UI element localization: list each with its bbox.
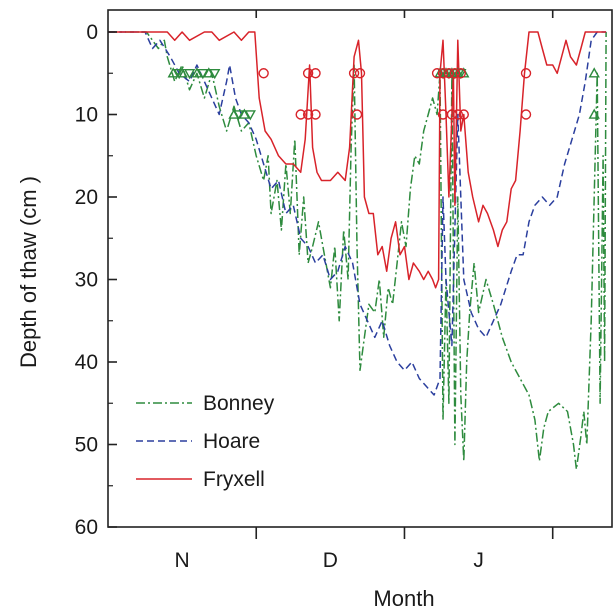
fryxell-circle-marker: [520, 68, 532, 79]
bonney-triangle-down-marker: [455, 68, 467, 80]
bonney-triangle-down-marker: [183, 68, 196, 80]
bonney-triangle-down-marker: [232, 110, 245, 121]
fryxell-circle-marker: [310, 68, 321, 79]
y-tick-label: 60: [75, 516, 98, 539]
fryxell-circle-marker: [437, 68, 449, 79]
bonney-triangle-down-marker: [209, 68, 221, 80]
series-line-hoare: [108, 31, 607, 396]
bonney-triangle-down-marker: [197, 68, 209, 80]
legend-label-fryxell: Fryxell: [203, 468, 265, 491]
y-tick-label: 20: [75, 186, 98, 209]
bonney-triangle-up-marker: [167, 67, 179, 78]
y-tick-label: 0: [86, 21, 98, 44]
y-axis-label: Depth of thaw (cm ): [16, 176, 41, 368]
plot-frame: [107, 9, 613, 528]
fryxell-circle-marker: [295, 109, 306, 120]
fryxell-circle-marker: [351, 109, 363, 120]
series-line-bonney: [108, 31, 607, 471]
fryxell-circle-marker: [302, 68, 314, 79]
x-tick-label-D: D: [323, 549, 338, 572]
y-tick-label: 30: [75, 269, 98, 292]
x-tick-label-J: J: [473, 549, 484, 572]
fryxell-circle-marker: [310, 109, 321, 120]
bonney-triangle-up-marker: [238, 108, 251, 119]
y-axis: 0 10 20 30 40 50 60: [75, 21, 117, 539]
y-tick-label: 40: [75, 351, 98, 374]
legend: Bonney Hoare Fryxell: [136, 392, 275, 491]
series-lines: [108, 31, 607, 471]
fryxell-circle-marker: [455, 68, 466, 79]
fryxell-circle-marker: [449, 68, 461, 79]
x-tick-label-N: N: [175, 549, 190, 572]
fryxell-circle-marker: [302, 109, 314, 120]
series-line-fryxell: [108, 31, 607, 289]
x-axis-label: Month: [373, 586, 434, 610]
bonney-triangle-down-marker: [173, 68, 185, 80]
fryxell-circle-marker: [443, 68, 455, 79]
fryxell-circle-marker: [431, 68, 443, 79]
bonney-triangle-down-marker: [449, 68, 461, 80]
bonney-triangle-up-marker: [588, 67, 600, 78]
bonney-triangle-up-marker: [588, 108, 600, 119]
bonney-triangle-down-marker: [443, 68, 455, 80]
fryxell-circle-marker: [520, 109, 532, 120]
y-tick-label: 50: [75, 434, 98, 457]
fryxell-circle-marker: [258, 68, 269, 79]
bonney-triangle-up-marker: [176, 67, 188, 78]
bonney-triangle-up-marker: [203, 67, 215, 78]
legend-label-bonney: Bonney: [203, 392, 275, 415]
bonney-triangle-down-marker: [437, 68, 449, 80]
fryxell-circle-marker: [354, 68, 366, 79]
series-markers: [167, 67, 600, 121]
legend-label-hoare: Hoare: [203, 430, 260, 453]
y-tick-label: 10: [75, 104, 98, 127]
bonney-triangle-down-marker: [244, 110, 256, 121]
bonney-triangle-up-marker: [191, 67, 203, 78]
fryxell-circle-marker: [446, 109, 458, 120]
fryxell-circle-marker: [348, 68, 360, 79]
fryxell-circle-marker: [452, 109, 464, 120]
fryxell-circle-marker: [458, 109, 469, 120]
